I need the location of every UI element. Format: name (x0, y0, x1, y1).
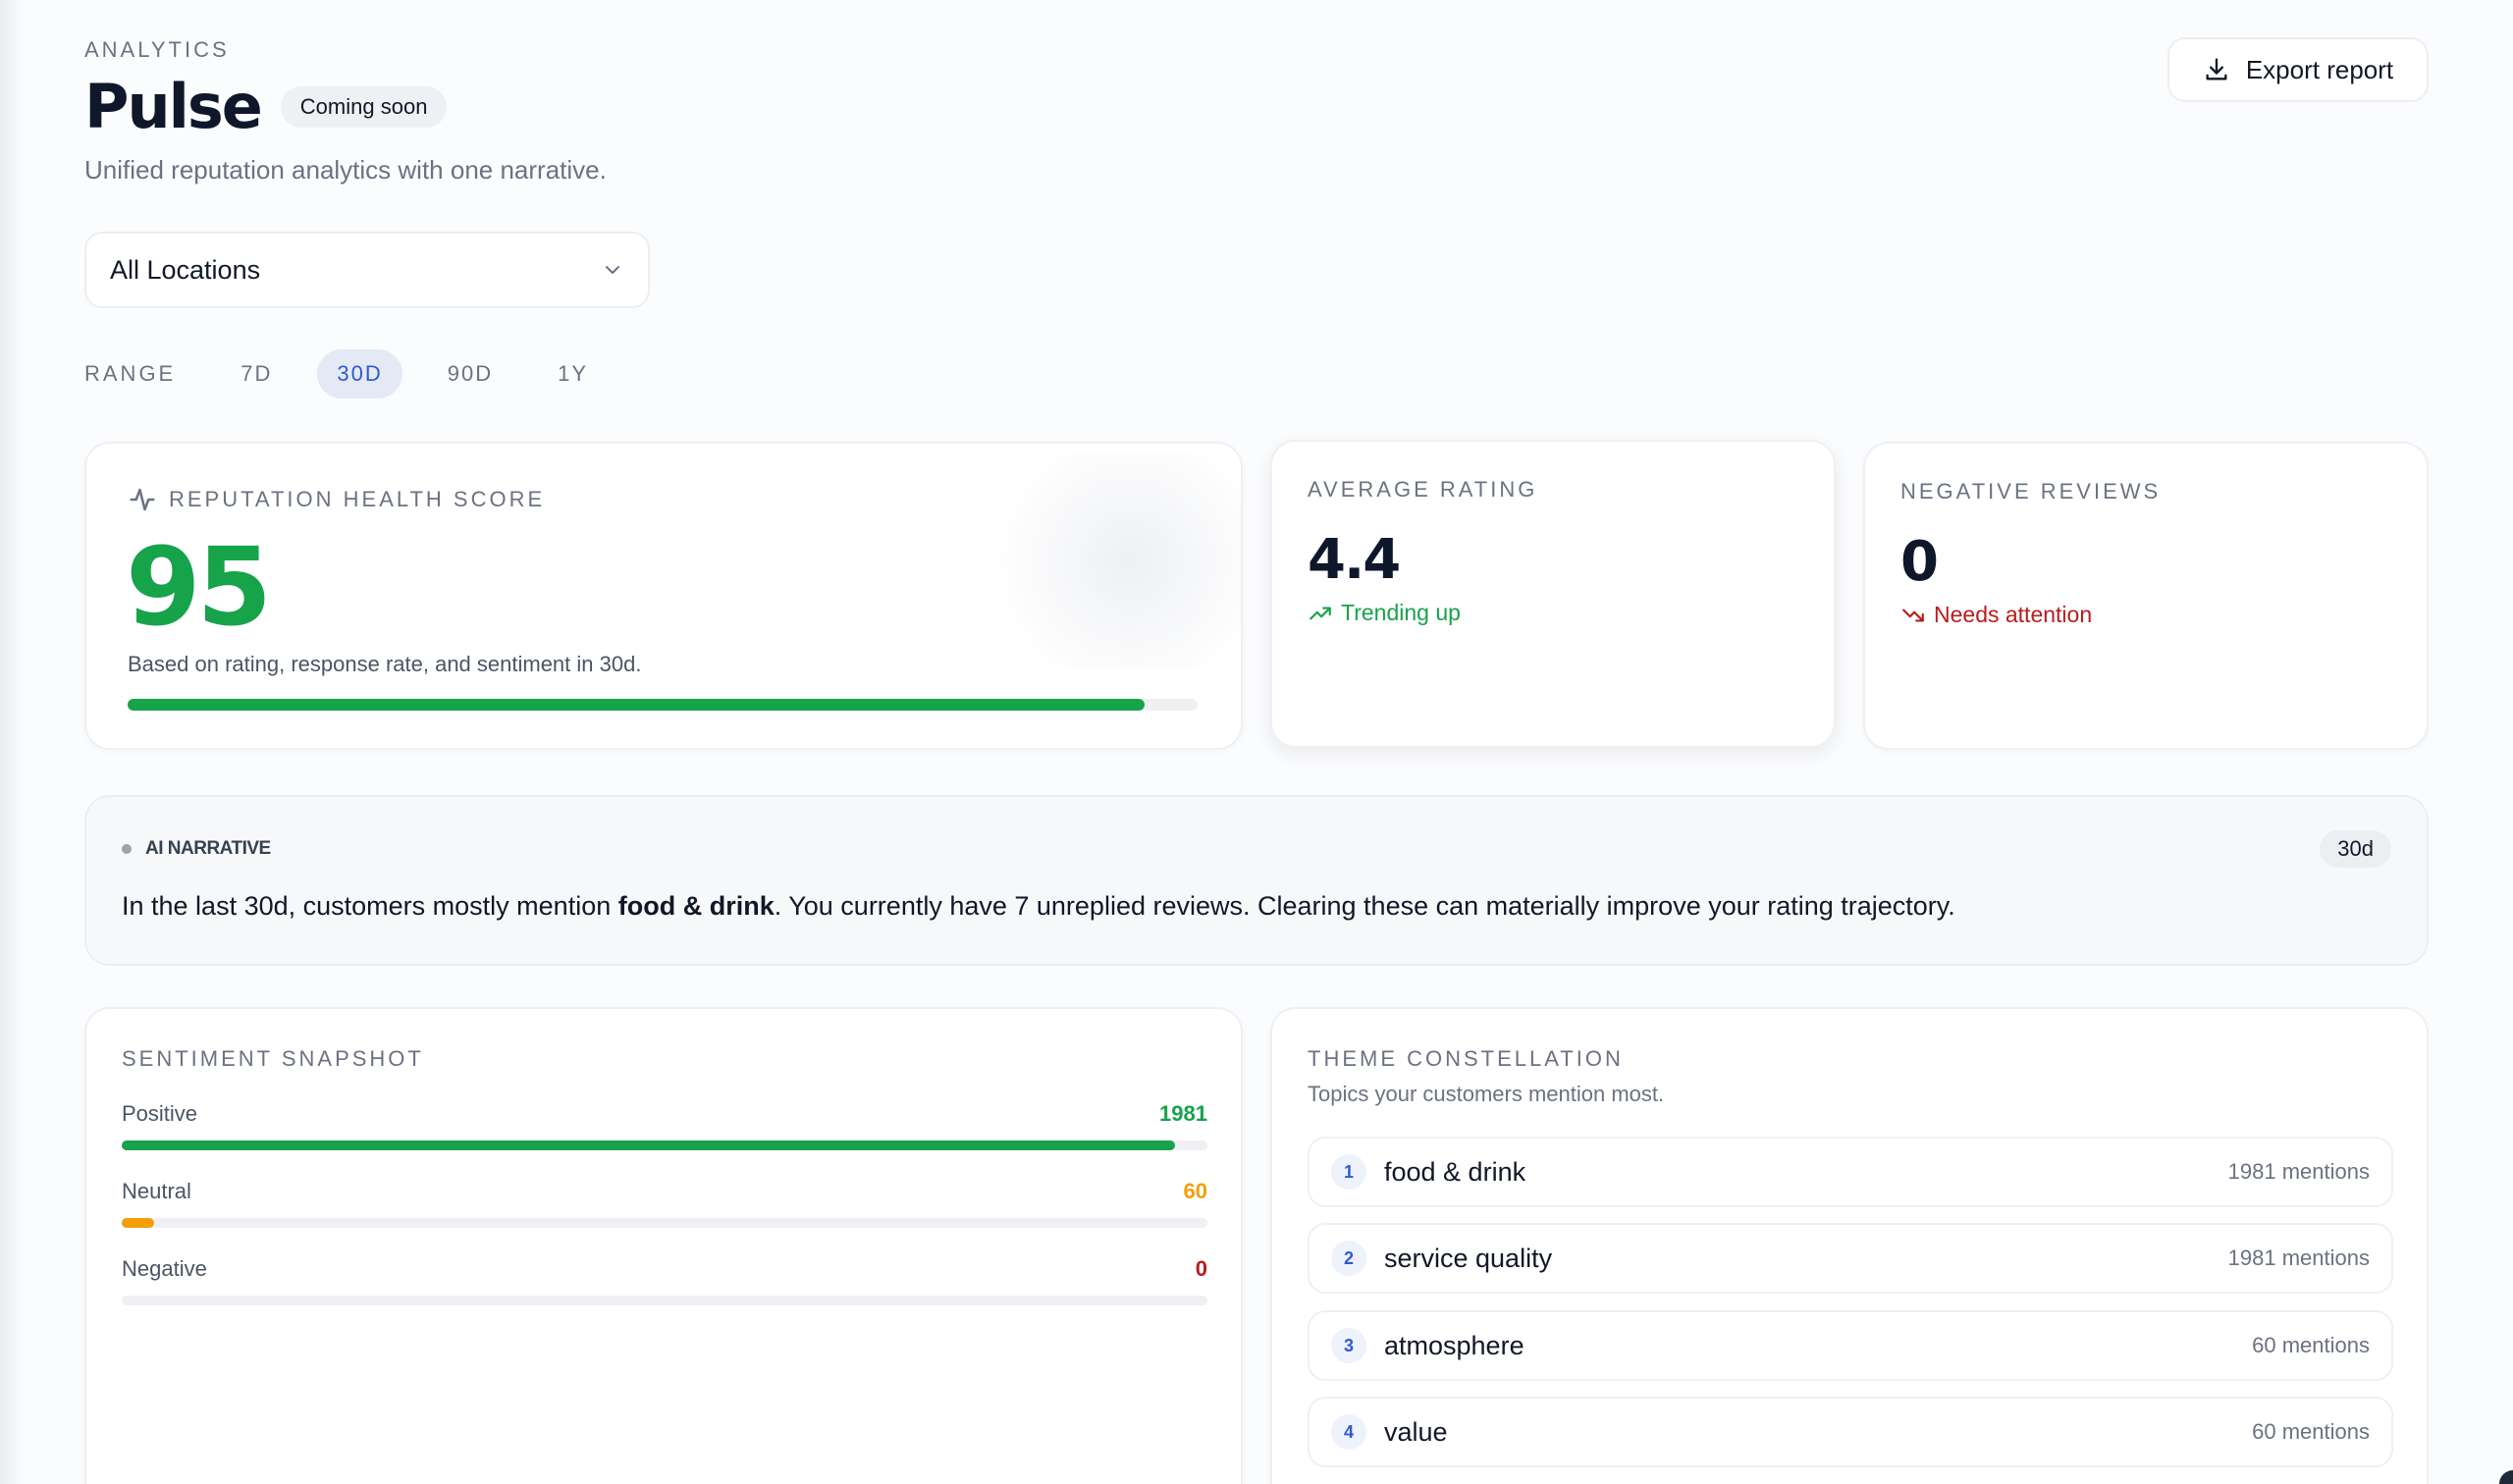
decorative-glow (966, 453, 1241, 669)
sentiment-bar-fill (122, 1218, 155, 1228)
range-7d[interactable]: 7D (241, 361, 273, 386)
sentiment-bar (122, 1296, 1207, 1305)
sentiment-name: Positive (122, 1101, 198, 1126)
theme-rank: 4 (1331, 1414, 1366, 1450)
ai-narrative-header: AI NARRATIVE (122, 838, 271, 860)
theme-item[interactable]: 4 value 60 mentions (1308, 1397, 2393, 1467)
theme-item[interactable]: 1 food & drink 1981 mentions (1308, 1137, 2393, 1207)
narrative-top-theme: food & drink (617, 891, 775, 921)
page-title: Pulse (84, 71, 263, 142)
sentiment-snapshot-card: SENTIMENT SNAPSHOT Positive 1981 Neutral… (84, 1007, 1243, 1484)
negative-reviews-label: NEGATIVE REVIEWS (1900, 479, 2162, 504)
theme-constellation-label: THEME CONSTELLATION (1308, 1046, 1624, 1071)
range-label: RANGE (84, 361, 177, 386)
sentiment-name: Neutral (122, 1179, 191, 1203)
negative-reviews-trend-label: Needs attention (1934, 602, 2093, 627)
theme-name: atmosphere (1384, 1330, 1524, 1360)
sentiment-bar-fill (122, 1140, 1175, 1150)
theme-mentions: 60 mentions (2252, 1419, 2370, 1444)
theme-rank: 2 (1331, 1241, 1366, 1276)
theme-rank: 1 (1331, 1154, 1366, 1190)
ai-narrative-text: In the last 30d, customers mostly mentio… (122, 891, 1955, 922)
ai-narrative-tag: AI NARRATIVE (145, 838, 271, 859)
status-dot (122, 844, 132, 854)
negative-reviews-value: 0 (1900, 530, 1939, 594)
sentiment-row-positive: Positive 1981 (122, 1101, 1207, 1150)
ai-narrative-panel: AI NARRATIVE 30d In the last 30d, custom… (84, 795, 2429, 966)
health-score-card: REPUTATION HEALTH SCORE 95 Based on rati… (84, 442, 1243, 750)
location-select-value: All Locations (110, 254, 261, 285)
theme-name: food & drink (1384, 1156, 1526, 1187)
download-icon (2206, 58, 2227, 80)
theme-constellation-subtitle: Topics your customers mention most. (1308, 1082, 1665, 1106)
trending-down-icon (1902, 609, 1924, 621)
theme-mentions: 1981 mentions (2227, 1246, 2370, 1270)
narrative-text-start: In the last 30d, customers mostly mentio… (122, 891, 618, 921)
title-row: Pulse Coming soon (84, 71, 448, 142)
negative-reviews-trend: Needs attention (1900, 602, 2161, 628)
range-30d[interactable]: 30D (317, 349, 402, 398)
location-select[interactable]: All Locations (84, 232, 650, 308)
narrative-text-end: . You currently have 7 unreplied reviews… (774, 891, 1955, 921)
average-rating-card: AVERAGE RATING 4.4 Trending up (1270, 440, 1836, 748)
average-rating-trend: Trending up (1308, 600, 1537, 626)
theme-name: service quality (1384, 1243, 1553, 1273)
export-report-button[interactable]: Export report (2167, 37, 2429, 102)
average-rating-label: AVERAGE RATING (1308, 477, 1538, 502)
theme-constellation-card: THEME CONSTELLATION Topics your customer… (1270, 1007, 2429, 1484)
health-score-header: REPUTATION HEALTH SCORE (128, 485, 545, 514)
theme-rank: 3 (1331, 1328, 1366, 1363)
theme-mentions: 60 mentions (2252, 1333, 2370, 1357)
pulse-page: ANALYTICS Pulse Coming soon Unified repu… (84, 0, 2429, 1484)
theme-item[interactable]: 3 atmosphere 60 mentions (1308, 1310, 2393, 1381)
health-score-value: 95 (126, 524, 272, 650)
range-1y[interactable]: 1Y (558, 361, 589, 386)
health-score-note: Based on rating, response rate, and sent… (128, 652, 642, 676)
theme-mentions: 1981 mentions (2227, 1159, 2370, 1184)
sentiment-row-negative: Negative 0 (122, 1256, 1207, 1305)
page-subtitle: Unified reputation analytics with one na… (84, 155, 607, 185)
trending-up-icon (1310, 607, 1331, 619)
coming-soon-badge: Coming soon (280, 85, 448, 128)
pulse-icon (130, 488, 155, 511)
negative-reviews-content: NEGATIVE REVIEWS 0 Needs attention (1900, 479, 2161, 628)
chevron-down-icon (606, 266, 619, 274)
average-rating-trend-label: Trending up (1341, 600, 1461, 625)
window-corner (2499, 1470, 2513, 1484)
sentiment-snapshot-label: SENTIMENT SNAPSHOT (122, 1046, 424, 1071)
sentiment-row-neutral: Neutral 60 (122, 1179, 1207, 1228)
negative-reviews-card: NEGATIVE REVIEWS 0 Needs attention (1863, 442, 2429, 750)
health-score-progress-fill (128, 699, 1145, 711)
sentiment-bar (122, 1218, 1207, 1228)
sentiment-count: 1981 (1159, 1101, 1207, 1126)
theme-name: value (1384, 1416, 1448, 1447)
left-edge-shadow (0, 0, 24, 1484)
sentiment-count: 60 (1183, 1179, 1207, 1203)
theme-item[interactable]: 2 service quality 1981 mentions (1308, 1223, 2393, 1294)
export-report-label: Export report (2245, 54, 2394, 84)
sentiment-name: Negative (122, 1256, 207, 1281)
section-eyebrow: ANALYTICS (84, 37, 230, 62)
ai-narrative-period-badge: 30d (2320, 830, 2391, 868)
range-90d[interactable]: 90D (447, 361, 494, 386)
health-score-label: REPUTATION HEALTH SCORE (169, 487, 546, 511)
average-rating-value: 4.4 (1308, 528, 1401, 592)
sentiment-bar (122, 1140, 1207, 1150)
sentiment-count: 0 (1195, 1256, 1207, 1281)
average-rating-content: AVERAGE RATING 4.4 Trending up (1308, 477, 1537, 626)
range-selector: RANGE 7D 30D 90D 1Y (84, 349, 608, 398)
health-score-progress (128, 699, 1198, 711)
